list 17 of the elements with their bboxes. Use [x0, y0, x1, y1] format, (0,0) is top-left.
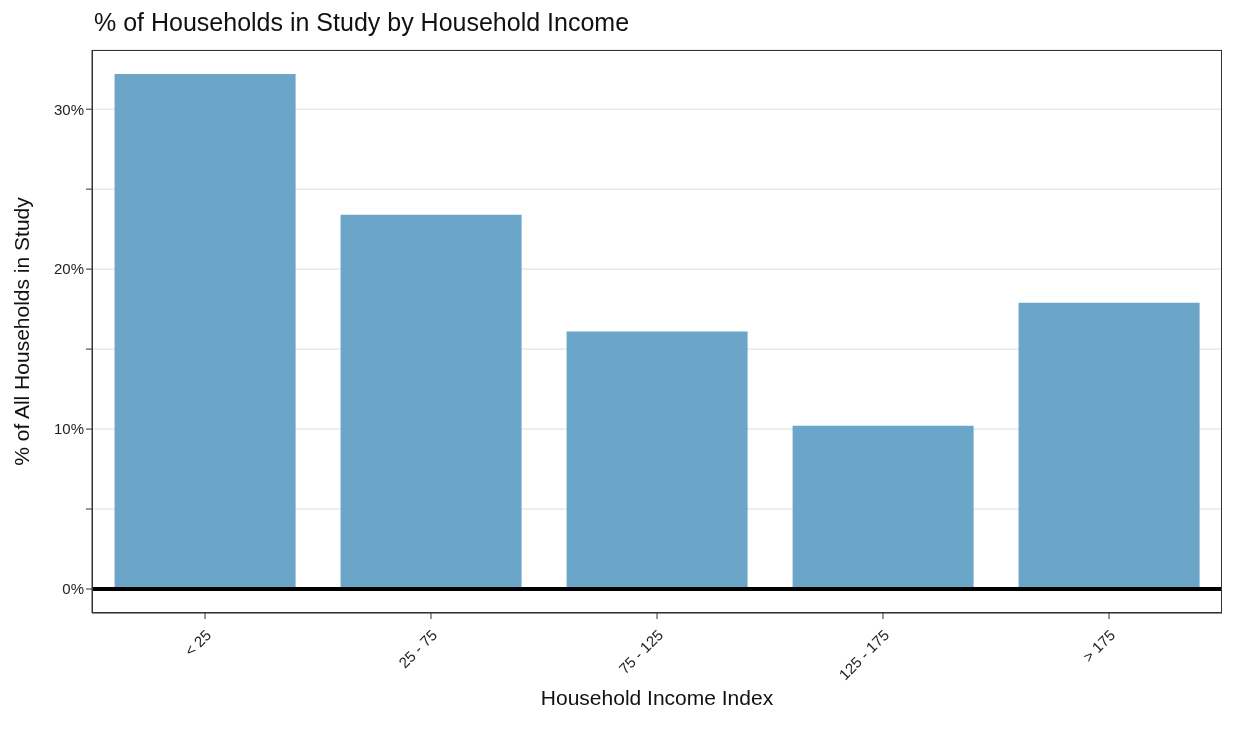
y-tick-label: 30%	[53, 100, 84, 118]
chart-title: % of Households in Study by Household Income	[94, 8, 630, 37]
bar	[114, 73, 296, 590]
bar	[566, 331, 748, 590]
y-tick-label: 10%	[53, 420, 84, 438]
x-tick-label: 25 - 75	[395, 626, 441, 672]
x-tick-label: > 175	[1079, 626, 1119, 666]
x-axis-title: Household Income Index	[540, 686, 774, 709]
x-tick-label: < 25	[181, 626, 215, 660]
y-tick-label: 20%	[53, 260, 84, 278]
x-tick-label: 125 - 175	[835, 626, 893, 684]
y-axis-title: % of All Households in Study	[10, 196, 34, 466]
bar	[1018, 302, 1200, 590]
x-tick-label: 75 - 125	[615, 626, 667, 678]
bar	[340, 214, 522, 590]
y-tick-label: 0%	[62, 580, 84, 598]
bar	[792, 425, 974, 590]
